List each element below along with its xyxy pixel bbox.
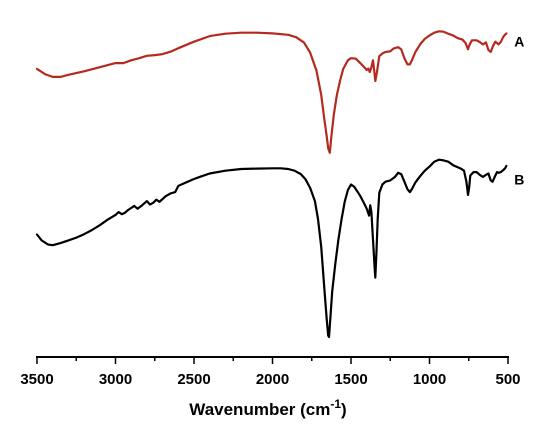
x-axis-tick-labels: 3500 3000 2500 2000 1500 1000 500	[20, 371, 520, 388]
series-label-b: B	[514, 172, 524, 188]
series-labels: AB	[514, 34, 524, 188]
x-tick-label: 3000	[99, 371, 132, 388]
x-tick-label: 500	[495, 371, 520, 388]
x-axis-title-superscript: -1	[330, 397, 341, 411]
x-axis-title: Wavenumber (cm-1)	[189, 397, 346, 419]
series-label-a: A	[514, 34, 524, 50]
series-line-a	[35, 30, 508, 154]
x-axis-title-close: )	[341, 400, 347, 419]
x-tick-label: 3500	[20, 371, 53, 388]
x-axis-ticks	[36, 357, 509, 364]
x-tick-label: 1500	[334, 371, 367, 388]
plot-area	[35, 30, 508, 339]
series-line-b	[35, 158, 508, 339]
x-axis-title-main: Wavenumber (cm	[189, 400, 330, 419]
x-tick-label: 1000	[413, 371, 446, 388]
x-tick-label: 2500	[177, 371, 210, 388]
x-tick-label: 2000	[256, 371, 289, 388]
